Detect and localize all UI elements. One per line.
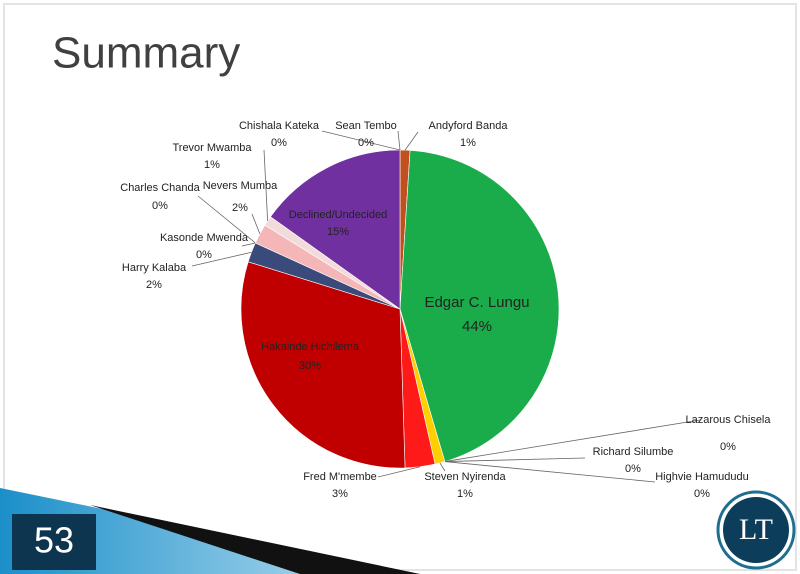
logo bbox=[723, 497, 789, 563]
leader-line bbox=[444, 461, 656, 483]
pie-slice bbox=[270, 149, 401, 310]
pie-slice bbox=[399, 150, 560, 462]
slide-number: 53 bbox=[34, 520, 74, 561]
slice-value-label: 0% bbox=[358, 137, 374, 149]
slice-label: Edgar C. Lungu bbox=[424, 294, 529, 311]
leader-line bbox=[377, 466, 421, 478]
slice-value-label: 0% bbox=[720, 441, 736, 453]
slice-label: Sean Tembo bbox=[335, 120, 397, 132]
slice-value-label: 0% bbox=[694, 488, 710, 500]
slice-label: Steven Nyirenda bbox=[424, 471, 506, 483]
leader-line bbox=[197, 195, 256, 244]
leader-line bbox=[251, 213, 261, 235]
slice-value-label: 0% bbox=[196, 249, 212, 261]
leader-line bbox=[439, 462, 446, 472]
slice-value-label: 1% bbox=[460, 137, 476, 149]
leader-line bbox=[321, 130, 401, 151]
slice-value-label: 0% bbox=[152, 200, 168, 212]
logo-text: LT bbox=[739, 513, 773, 546]
pie-slice bbox=[240, 261, 406, 469]
leader-line bbox=[444, 419, 701, 462]
slice-value-label: 1% bbox=[204, 159, 220, 171]
leader-line bbox=[397, 130, 401, 151]
slice-label: Chishala Kateka bbox=[239, 120, 320, 132]
leader-line bbox=[241, 242, 256, 247]
slice-label: Andyford Banda bbox=[429, 120, 509, 132]
slice-value-label: 1% bbox=[457, 488, 473, 500]
leader-line bbox=[444, 457, 586, 462]
slice-value-label: 44% bbox=[462, 318, 492, 335]
leader-line bbox=[404, 131, 419, 151]
slice-value-label: 3% bbox=[332, 488, 348, 500]
slice-value-label: 0% bbox=[271, 137, 287, 149]
slice-value-label: 2% bbox=[232, 202, 248, 214]
slice-value-label: 30% bbox=[299, 360, 321, 372]
slice-label: Harry Kalaba bbox=[122, 262, 187, 274]
slice-value-label: 2% bbox=[146, 279, 162, 291]
slice-label: Trevor Mwamba bbox=[172, 142, 252, 154]
slide-number-box bbox=[12, 514, 96, 570]
slice-value-label: 0% bbox=[625, 463, 641, 475]
corner-black bbox=[90, 505, 420, 574]
slice-label: Charles Chanda bbox=[120, 182, 200, 194]
chart-title: Summary bbox=[52, 29, 240, 78]
leader-line bbox=[263, 149, 269, 221]
leader-line bbox=[191, 251, 252, 267]
slice-label: Lazarous Chisela bbox=[686, 414, 772, 426]
slice-label: Highvie Hamududu bbox=[655, 471, 749, 483]
slice-label: Declined/Undecided bbox=[289, 209, 387, 221]
slice-label: Richard Silumbe bbox=[593, 446, 674, 458]
slice-label: Hakainde Hichilema bbox=[261, 341, 360, 353]
slice-label: Nevers Mumba bbox=[203, 180, 278, 192]
slice-value-label: 15% bbox=[327, 226, 349, 238]
slice-label: Fred M'membe bbox=[303, 471, 377, 483]
slice-label: Kasonde Mwenda bbox=[160, 232, 249, 244]
